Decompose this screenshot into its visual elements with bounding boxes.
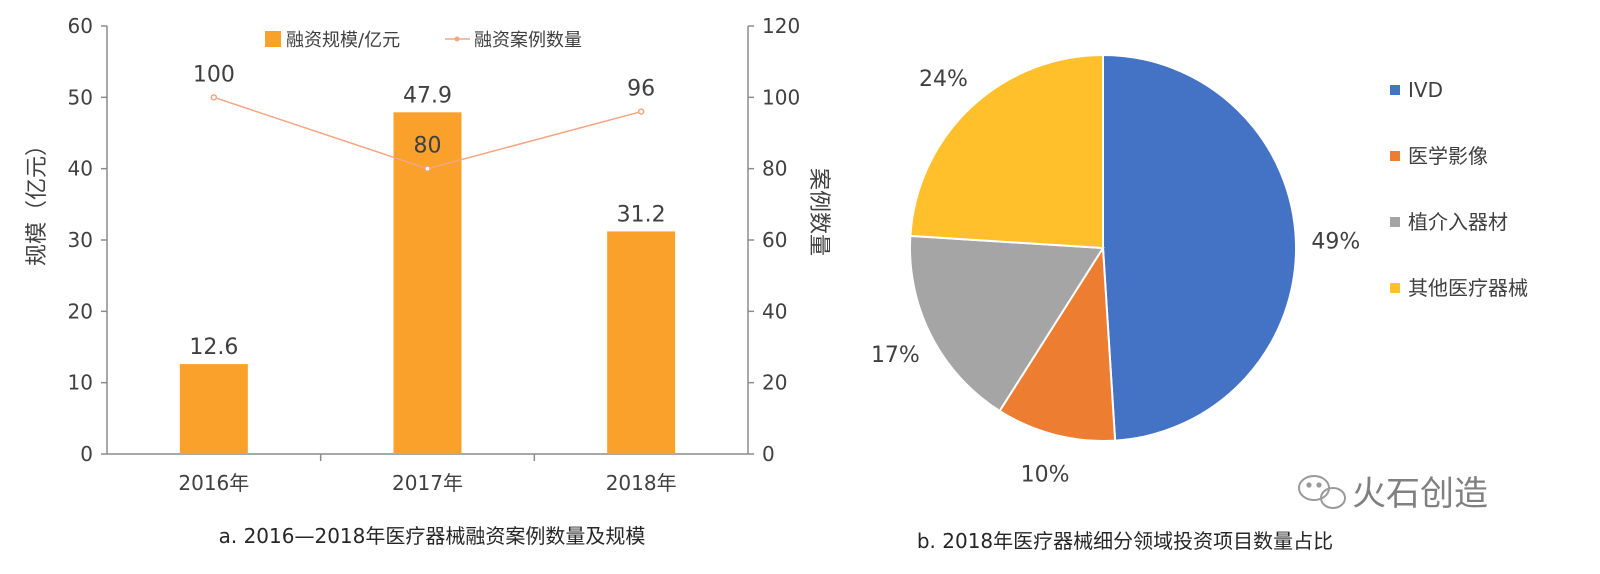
legend-swatch [1390, 283, 1400, 293]
bar [393, 112, 462, 455]
bar [179, 364, 248, 454]
wechat-icon [1298, 475, 1346, 509]
left-tick-label: 0 [80, 442, 93, 466]
bar-data-label: 31.2 [617, 202, 666, 227]
legend-swatch-marker [454, 36, 460, 42]
watermark: 火石创造 [1298, 474, 1488, 514]
x-tick-label: 2017年 [392, 471, 463, 495]
watermark-text: 火石创造 [1352, 474, 1488, 514]
pie-slice [1102, 53, 1297, 442]
right-axis-title: 案例数量 [806, 168, 831, 256]
left-y-axis-ticks: 0 10 20 30 40 50 60 [68, 14, 107, 466]
legend-label-line: 融资案例数量 [474, 30, 582, 51]
line-data-label: 80 [414, 134, 442, 159]
legend-label: 医学影像 [1408, 144, 1488, 168]
right-tick-label: 40 [762, 299, 787, 323]
x-tick-label: 2018年 [606, 471, 677, 495]
legend-swatch [1390, 151, 1400, 161]
pie-data-labels: 49% 10% 17% 24% [871, 67, 1360, 488]
left-tick-label: 20 [68, 299, 93, 323]
line-points [210, 94, 645, 172]
pie-data-label: 10% [1021, 463, 1070, 488]
right-tick-label: 80 [762, 157, 787, 181]
left-tick-label: 60 [68, 14, 93, 38]
legend-label: 其他医疗器械 [1408, 276, 1528, 300]
left-axis-title: 规模（亿元） [25, 134, 50, 266]
legend-swatch [1390, 217, 1400, 227]
pie-data-label: 49% [1311, 230, 1360, 255]
line-point [424, 165, 431, 172]
right-tick-label: 20 [762, 371, 787, 395]
right-y-axis-ticks: 0 20 40 60 80 100 120 [748, 14, 800, 466]
bar-data-labels: 12.6 47.9 31.2 [189, 83, 665, 360]
line-point [210, 94, 218, 101]
line-data-label: 100 [193, 62, 235, 87]
legend-label-bar: 融资规模/亿元 [286, 30, 400, 51]
line-data-label: 96 [627, 77, 655, 102]
legend-label: 植介入器材 [1408, 210, 1508, 234]
legend-swatch-bar [265, 31, 281, 47]
bar-data-label: 47.9 [403, 83, 452, 108]
pie-data-label: 24% [919, 67, 968, 92]
legend-label: IVD [1408, 78, 1443, 102]
right-tick-label: 0 [762, 442, 775, 466]
bar [607, 231, 676, 454]
left-tick-label: 30 [68, 228, 93, 252]
caption-left: a. 2016—2018年医疗器械融资案例数量及规模 [219, 524, 646, 548]
pie-slice [998, 244, 1117, 442]
right-tick-label: 120 [762, 14, 800, 38]
bar-chart-legend: 融资规模/亿元 融资案例数量 [265, 30, 582, 51]
pie-data-label: 17% [871, 343, 920, 368]
left-tick-label: 40 [68, 157, 93, 181]
left-tick-label: 10 [68, 371, 93, 395]
pie-chart [909, 53, 1297, 442]
line-point [637, 108, 645, 115]
left-tick-label: 50 [68, 85, 93, 109]
caption-right: b. 2018年医疗器械细分领域投资项目数量占比 [917, 529, 1333, 553]
pie-slice [909, 234, 1105, 413]
right-tick-label: 100 [762, 85, 800, 109]
pie-slice [909, 53, 1104, 250]
bar-data-label: 12.6 [189, 335, 238, 360]
bar-series [179, 112, 676, 455]
x-axis-ticks: 2016年 2017年 2018年 [178, 454, 677, 495]
line-data-labels: 100 80 96 [193, 62, 655, 158]
legend-swatch [1390, 85, 1400, 95]
right-tick-label: 60 [762, 228, 787, 252]
x-tick-label: 2016年 [178, 471, 249, 495]
